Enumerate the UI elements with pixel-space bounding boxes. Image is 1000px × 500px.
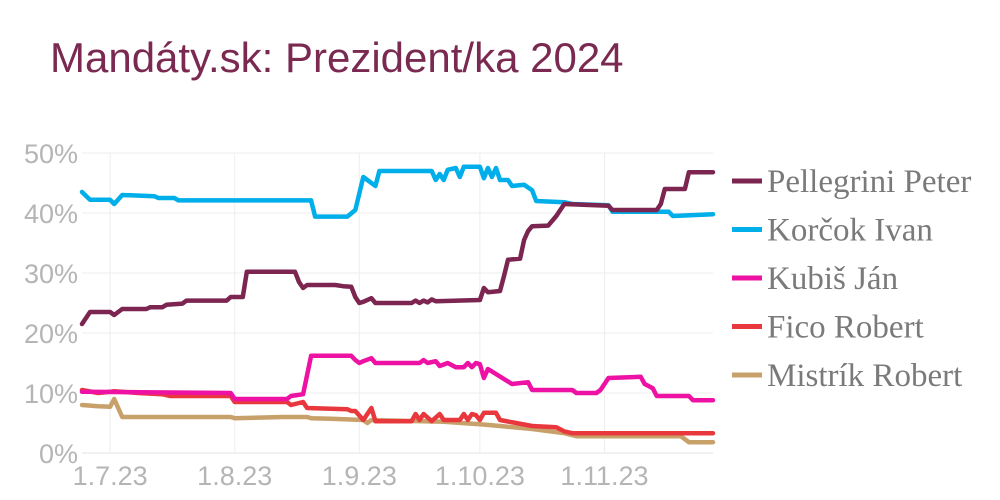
y-axis-ticks: 0% 10% 20% 30% 40% 50% (24, 139, 78, 469)
series-line (79, 164, 716, 219)
legend-label: Fico Robert (767, 310, 924, 346)
chart-series (79, 164, 716, 445)
y-tick-label: 30% (24, 259, 78, 289)
x-tick-label: 1.7.23 (73, 461, 148, 491)
x-tick-label: 1.8.23 (197, 461, 272, 491)
legend-label: Mistrík Robert (767, 358, 962, 394)
x-tick-label: 1.10.23 (435, 461, 525, 491)
chart-title: Mandáty.sk: Prezident/ka 2024 (50, 34, 624, 81)
legend-label: Kubiš Ján (767, 261, 898, 297)
legend-label: Pellegrini Peter (767, 164, 971, 200)
y-tick-label: 40% (24, 199, 78, 229)
y-tick-label: 10% (24, 379, 78, 409)
legend-label: Korčok Ivan (767, 213, 933, 249)
y-tick-label: 50% (24, 139, 78, 169)
series-line (79, 387, 716, 436)
y-tick-label: 0% (39, 439, 78, 469)
y-tick-label: 20% (24, 319, 78, 349)
chart-legend: Pellegrini Peter Korčok Ivan Kubiš Ján Fico… (732, 164, 971, 394)
series-line (79, 353, 716, 403)
series-line (79, 169, 716, 327)
x-tick-label: 1.9.23 (322, 461, 397, 491)
x-tick-label: 1.11.23 (560, 461, 648, 491)
x-axis-ticks: 1.7.23 1.8.23 1.9.23 1.10.23 1.11.23 (73, 461, 649, 491)
chart-grid (82, 152, 713, 454)
